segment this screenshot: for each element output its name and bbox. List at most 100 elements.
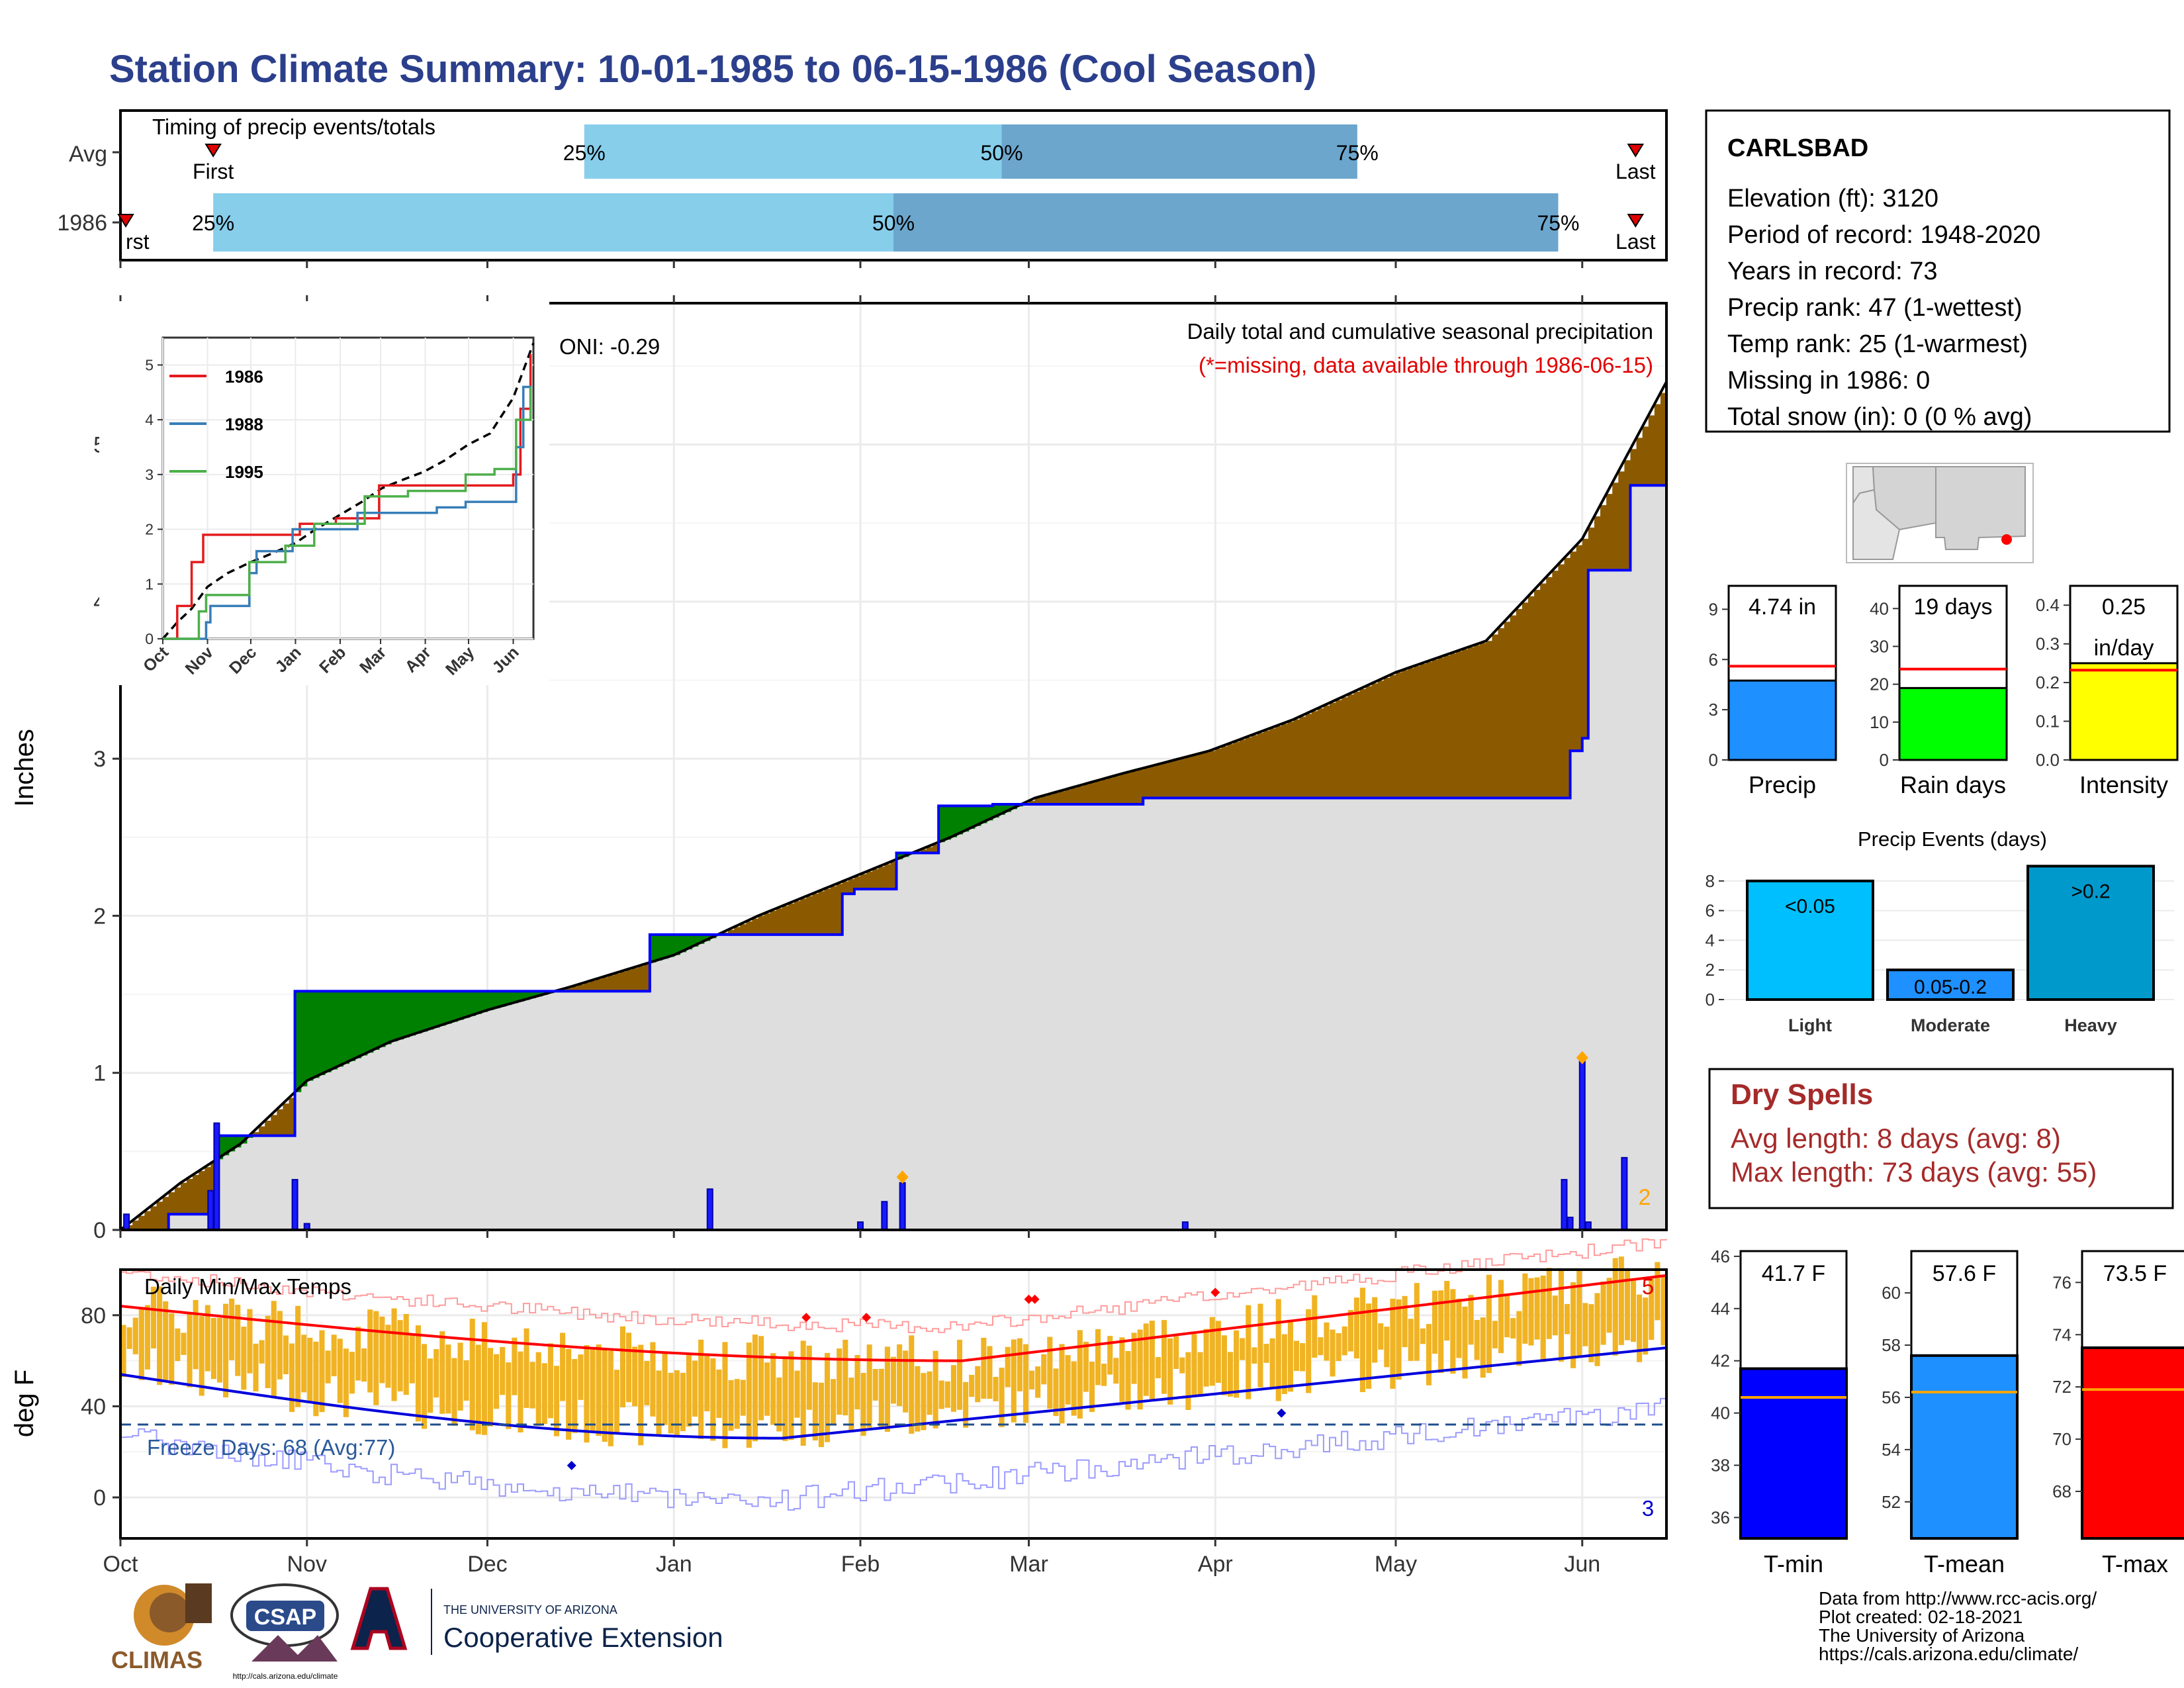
daily-temp-range-bar <box>1606 1278 1612 1333</box>
daily-temp-range-bar <box>313 1341 319 1417</box>
temp-chart-label: Daily Min/Max Temps <box>144 1274 351 1299</box>
daily-temp-range-bar <box>1528 1278 1534 1346</box>
record-low-marker <box>567 1460 576 1470</box>
timing-pct-label: 25% <box>563 141 606 165</box>
below-average-band <box>788 903 795 935</box>
above-average-band <box>361 991 368 1056</box>
summary-bar-tick-label: 20 <box>1870 675 1889 694</box>
events-tick-label: 0 <box>1706 990 1715 1009</box>
min-record-count: 3 <box>1642 1496 1654 1521</box>
daily-temp-range-bar <box>1492 1321 1498 1348</box>
daily-temp-range-bar <box>1649 1277 1655 1340</box>
daily-temp-range-bar <box>1263 1344 1269 1363</box>
daily-temp-range-bar <box>656 1370 662 1434</box>
month-label-dec: Dec <box>467 1552 507 1577</box>
below-average-band <box>1161 763 1168 798</box>
daily-temp-range-bar <box>433 1349 439 1398</box>
above-average-band <box>668 934 674 957</box>
summary-bar-panels: 4.74 in 0 3 6 9 Precip 19 days 0 10 20 30 40 Rain da… <box>1709 585 2179 798</box>
station-location-dot <box>2001 534 2012 545</box>
below-average-band <box>589 980 596 992</box>
temp-summary-tick-label: 36 <box>1711 1507 1730 1527</box>
below-average-band <box>1468 647 1475 798</box>
daily-temp-range-bar <box>1655 1262 1661 1321</box>
daily-temp-range-bar <box>163 1301 169 1382</box>
precip-y-tick-label: 3 <box>93 747 106 772</box>
daily-temp-range-bar <box>1408 1319 1414 1361</box>
daily-temp-range-bar <box>878 1368 884 1428</box>
footer-credits: Data from http://www.rcc-acis.org/ Plot … <box>1819 1588 2097 1664</box>
below-average-band <box>144 1211 152 1230</box>
below-average-band <box>608 975 614 992</box>
summary-bar-value: 4.74 in <box>1749 594 1816 620</box>
daily-temp-range-bar <box>619 1326 626 1408</box>
above-average-band <box>686 934 693 950</box>
daily-temp-range-bar <box>235 1305 241 1376</box>
below-average-band <box>1353 691 1361 798</box>
below-average-band <box>1522 602 1529 798</box>
daily-temp-range-bar <box>1275 1299 1281 1401</box>
daily-temp-range-bar <box>1414 1283 1420 1361</box>
temp-summary-value: 57.6 F <box>1933 1261 1996 1286</box>
precip-y-tick-label: 2 <box>93 904 106 929</box>
daily-temp-range-bar <box>848 1378 854 1430</box>
below-average-band <box>1257 733 1264 798</box>
daily-temp-range-bar <box>1167 1338 1173 1405</box>
daily-temp-range-bar <box>144 1305 150 1370</box>
daily-temp-range-bar <box>1456 1298 1462 1358</box>
below-average-band <box>259 1126 265 1136</box>
daily-temp-range-bar <box>1053 1368 1059 1417</box>
below-average-band <box>1582 538 1589 739</box>
above-average-band <box>391 991 398 1042</box>
below-average-band <box>1516 608 1523 798</box>
below-average-band <box>1143 768 1150 798</box>
below-average-band <box>866 871 873 890</box>
below-average-band <box>596 979 602 992</box>
below-average-band <box>1179 759 1186 798</box>
month-label-apr: Apr <box>1198 1552 1233 1577</box>
daily-temp-range-bar <box>608 1350 614 1446</box>
daily-temp-range-bar <box>1246 1305 1251 1399</box>
daily-temp-range-bar <box>1582 1303 1588 1346</box>
daily-precip-bar <box>1578 1056 1586 1231</box>
daily-temp-range-bar <box>993 1377 999 1401</box>
events-bar-value: 0.05-0.2 <box>1914 976 1987 998</box>
below-average-band <box>878 867 885 890</box>
daily-temp-range-bar <box>1516 1311 1522 1366</box>
daily-precip-bar <box>899 1182 906 1231</box>
daily-temp-range-bar <box>1251 1347 1257 1364</box>
daily-temp-range-bar <box>265 1315 271 1389</box>
below-average-band <box>872 868 879 890</box>
csap-logo: CSAP http://cals.arizona.edu/climate <box>230 1583 339 1681</box>
daily-temp-range-bar <box>969 1374 975 1397</box>
daily-temp-range-bar <box>1077 1330 1083 1419</box>
below-average-band <box>1185 757 1192 798</box>
above-average-band <box>962 806 970 832</box>
daily-temp-range-bar <box>903 1350 909 1413</box>
daily-temp-range-bar <box>638 1344 644 1446</box>
first-event-label: First <box>193 160 234 183</box>
daily-temp-range-bar <box>205 1305 210 1372</box>
ua-logo: THE UNIVERSITY OF ARIZONA Cooperative Ex… <box>350 1587 723 1655</box>
below-average-band <box>1594 516 1601 571</box>
below-average-band <box>1432 659 1439 798</box>
above-average-band <box>295 991 302 1092</box>
summary-bar-label: Intensity <box>2079 771 2168 798</box>
daily-temp-range-bar <box>349 1352 355 1394</box>
daily-temp-range-bar <box>355 1327 361 1381</box>
daily-temp-range-bar <box>1065 1355 1071 1405</box>
average-min-line <box>120 1346 1667 1440</box>
daily-temp-range-bar <box>1468 1295 1474 1345</box>
temp-summary-value: 41.7 F <box>1762 1261 1825 1286</box>
below-average-band <box>625 970 633 992</box>
precip-events-title: Precip Events (days) <box>1858 827 2047 851</box>
daily-temp-range-bar <box>367 1309 373 1393</box>
below-average-band <box>860 874 867 890</box>
daily-temp-range-bar <box>956 1339 963 1410</box>
daily-temp-range-bar <box>692 1360 698 1417</box>
summary-bar-tick-label: 0.1 <box>2036 712 2060 731</box>
below-average-band <box>637 966 645 992</box>
summary-bar-value: 19 days <box>1913 594 1992 620</box>
below-average-band <box>884 864 891 890</box>
timing-pct-label: 50% <box>872 211 915 235</box>
